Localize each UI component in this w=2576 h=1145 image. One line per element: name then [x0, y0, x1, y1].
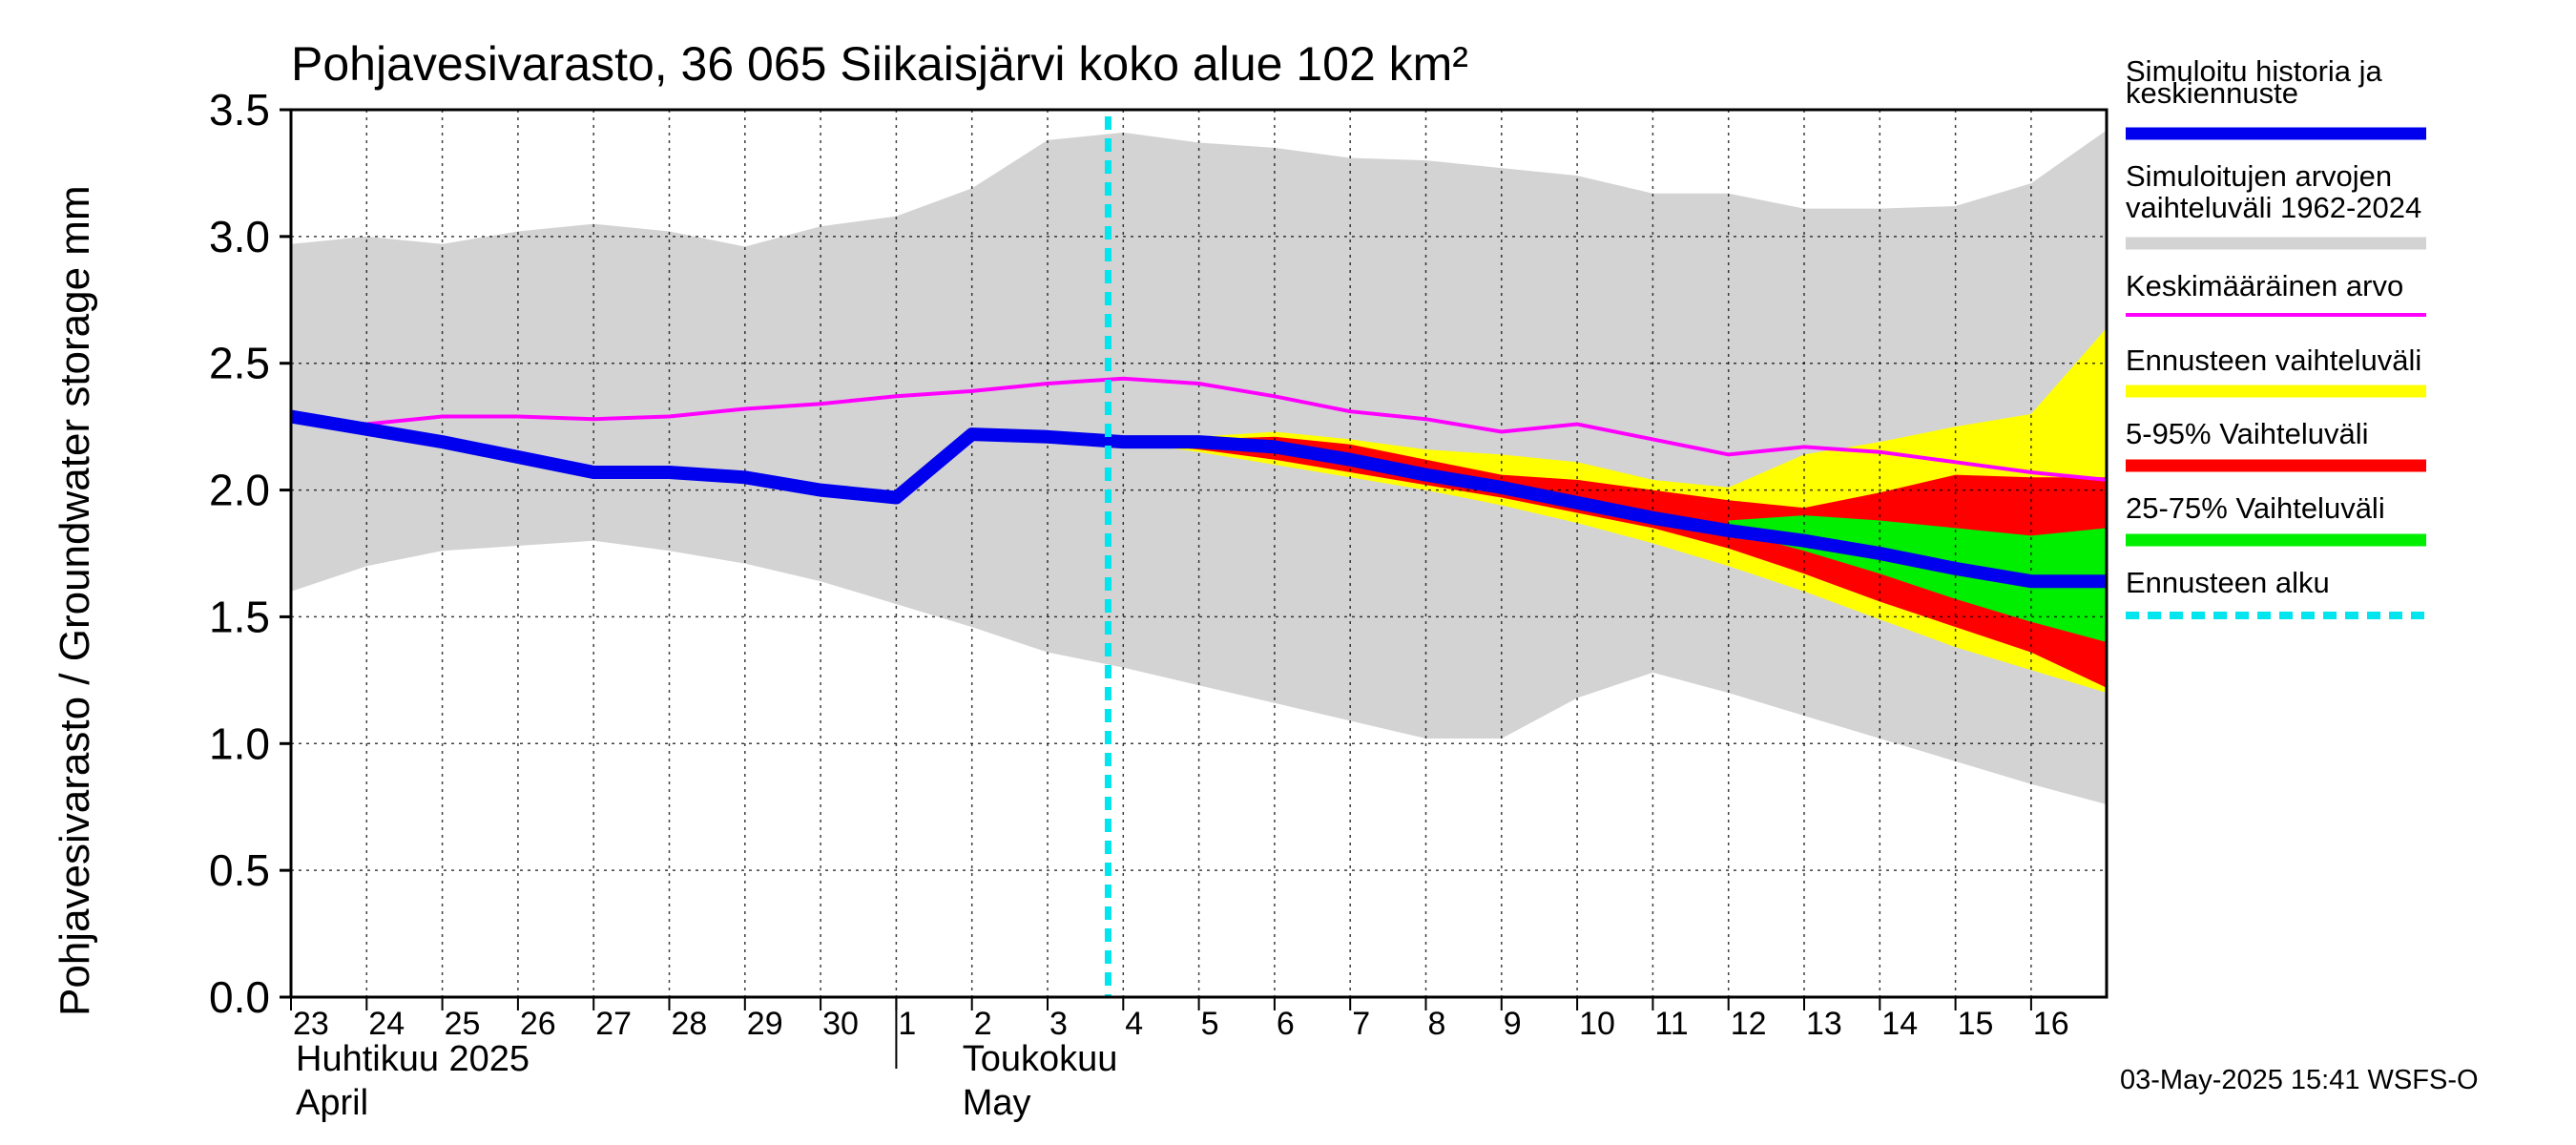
- x-tick-label: 16: [2033, 1006, 2069, 1042]
- y-tick-label: 1.5: [209, 592, 270, 641]
- x-tick-label: 11: [1654, 1006, 1688, 1042]
- x-tick-label: 26: [520, 1006, 556, 1042]
- legend-label: Simuloitujen arvojen: [2126, 159, 2392, 193]
- x-tick-label: 2: [974, 1006, 992, 1042]
- band-historical-range: [291, 130, 2107, 805]
- x-tick-label: 3: [1049, 1006, 1068, 1042]
- timestamp: 03-May-2025 15:41 WSFS-O: [2120, 1065, 2479, 1095]
- x-tick-label: 4: [1125, 1006, 1143, 1042]
- legend-label: Keskimääräinen arvo: [2126, 269, 2403, 302]
- y-tick-label: 3.0: [209, 212, 270, 261]
- legend-label: vaihteluväli 1962-2024: [2126, 191, 2421, 224]
- chart-title: Pohjavesivarasto, 36 065 Siikaisjärvi ko…: [291, 37, 1468, 91]
- month-label-fi: Huhtikuu 2025: [296, 1039, 530, 1079]
- x-tick-label: 7: [1352, 1006, 1370, 1042]
- y-tick-label: 3.5: [209, 85, 270, 135]
- month-label-fi: Toukokuu: [963, 1039, 1118, 1079]
- legend-label: 5-95% Vaihteluväli: [2126, 417, 2368, 450]
- legend-label: Ennusteen vaihteluväli: [2126, 344, 2421, 377]
- y-tick-label: 2.5: [209, 339, 270, 388]
- band-5-95: [1108, 436, 2107, 688]
- x-tick-label: 13: [1806, 1006, 1842, 1042]
- x-tick-label: 10: [1579, 1006, 1615, 1042]
- x-tick-label: 29: [747, 1006, 783, 1042]
- y-axis-label: Pohjavesivarasto / Groundwater storage m…: [52, 185, 98, 1016]
- x-tick-label: 23: [293, 1006, 329, 1042]
- x-tick-label: 25: [445, 1006, 481, 1042]
- x-tick-label: 27: [595, 1006, 632, 1042]
- y-tick-label: 0.0: [209, 972, 270, 1022]
- axes-layer: [280, 108, 2109, 1069]
- x-tick-label: 6: [1277, 1006, 1295, 1042]
- x-tick-label: 9: [1504, 1006, 1522, 1042]
- line-simulated-median: [291, 409, 2107, 589]
- x-tick-label: 15: [1958, 1006, 1994, 1042]
- y-tick-label: 1.0: [209, 718, 270, 768]
- legend-label: keskiennuste: [2126, 76, 2298, 110]
- y-tick-label: 2.0: [209, 466, 270, 515]
- legend-label: 25-75% Vaihteluväli: [2126, 491, 2385, 525]
- y-tick-label: 0.5: [209, 845, 270, 895]
- x-tick-label: 12: [1731, 1006, 1767, 1042]
- month-label-en: April: [296, 1083, 368, 1123]
- x-tick-label: 14: [1881, 1006, 1918, 1042]
- x-tick-label: 30: [822, 1006, 859, 1042]
- labels-layer: 0.00.51.01.52.02.53.03.523 24 25 26 27 28 29 30…: [209, 85, 2069, 1123]
- x-tick-label: 1: [898, 1006, 916, 1042]
- grid-layer: [291, 109, 2107, 997]
- line-mean: [291, 376, 2107, 482]
- x-tick-label: 5: [1201, 1006, 1219, 1042]
- x-tick-label: 28: [672, 1006, 708, 1042]
- month-label-en: May: [963, 1083, 1031, 1123]
- legend-label: Simuloitu historia ja: [2126, 54, 2383, 88]
- x-tick-label: 8: [1428, 1006, 1446, 1042]
- x-tick-label: 24: [368, 1006, 405, 1042]
- lines-layer: [291, 116, 2107, 997]
- legend-label: Ennusteen alku: [2126, 566, 2330, 599]
